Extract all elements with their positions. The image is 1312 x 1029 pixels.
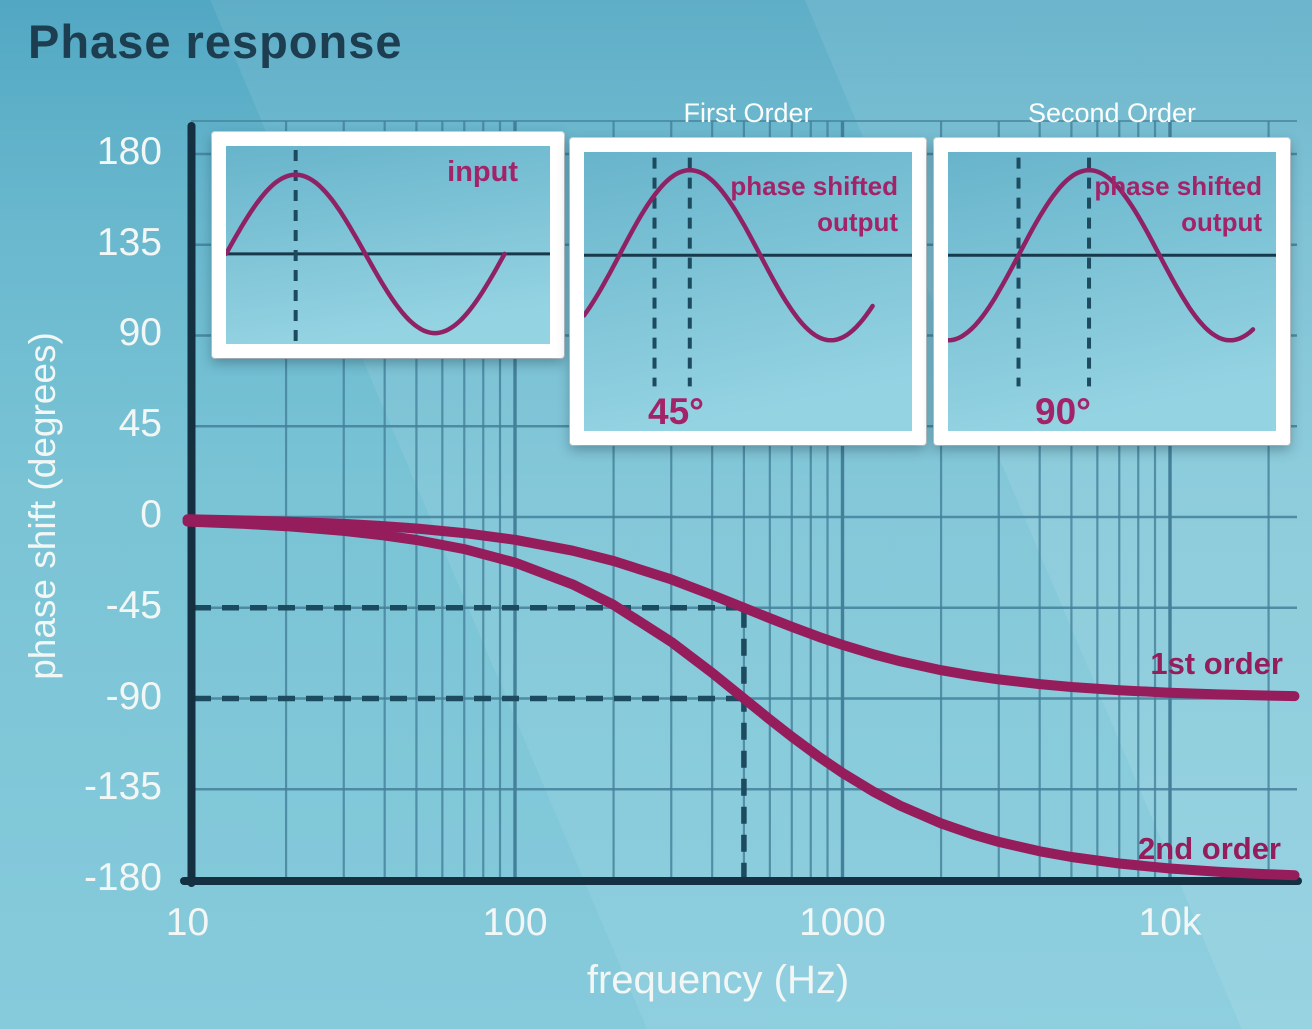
- curve-2nd-order: [182, 516, 1300, 881]
- y-tick--45: -45: [105, 583, 162, 627]
- output-text: output: [1181, 207, 1262, 237]
- y-tick--90: -90: [105, 674, 162, 718]
- y-tick-45: 45: [118, 402, 162, 446]
- second-order-curve-label: 2nd order: [1138, 831, 1281, 866]
- y-tick-135: 135: [96, 220, 162, 264]
- inset-input: input: [212, 132, 564, 358]
- inset-panel: [584, 152, 912, 431]
- x-tick-10: 10: [165, 901, 210, 944]
- y-tick-0: 0: [140, 493, 162, 536]
- input-wave-label: input: [447, 156, 518, 188]
- phase-shifted-text: phase shifted: [1094, 171, 1262, 201]
- output-text: output: [817, 207, 898, 237]
- inset-panel: [948, 152, 1276, 431]
- inset-second-order: phase shifted output 90°: [934, 138, 1290, 445]
- x-tick-1000: 1000: [799, 901, 886, 944]
- second-order-wave-label: phase shifted output: [1094, 168, 1262, 240]
- inset-second-order-title: Second Order: [1027, 98, 1197, 128]
- curve-1st-order: [182, 514, 1300, 702]
- first-order-wave: [584, 152, 912, 431]
- inset-first-order: phase shifted output 45°: [570, 138, 926, 445]
- inset-sine-wave: [226, 172, 507, 336]
- page-title: Phase response: [28, 15, 403, 68]
- first-order-curve-label: 1st order: [1150, 646, 1283, 681]
- shift-45-label: 45°: [648, 391, 704, 432]
- second-order-wave: [948, 152, 1276, 431]
- x-tick-10k: 10k: [1138, 901, 1202, 944]
- y-tick--135: -135: [83, 765, 162, 809]
- shift-90-label: 90°: [1035, 391, 1091, 432]
- input-wave: [226, 146, 550, 344]
- first-order-wave-label: phase shifted output: [730, 168, 898, 240]
- x-tick-100: 100: [482, 901, 548, 944]
- y-tick-180: 180: [96, 129, 162, 173]
- x-axis-label: frequency (Hz): [586, 958, 850, 1002]
- inset-first-order-title: First Order: [683, 98, 813, 128]
- inset-sine-wave: [584, 167, 875, 343]
- inset-sine-wave: [948, 167, 1256, 343]
- y-tick-90: 90: [118, 311, 162, 355]
- y-tick--180: -180: [83, 856, 162, 899]
- phase-shifted-text: phase shifted: [730, 171, 898, 201]
